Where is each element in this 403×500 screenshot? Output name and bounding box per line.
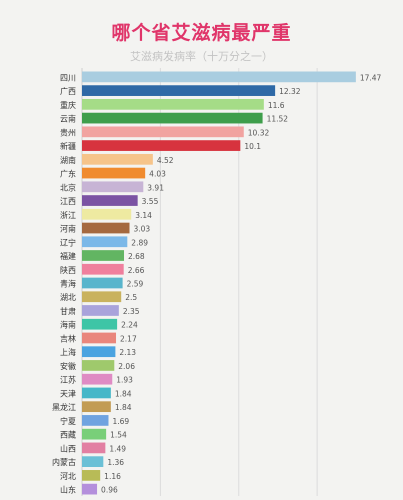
category-label: 山东 <box>60 485 76 495</box>
bar <box>82 222 130 234</box>
category-label: 上海 <box>60 347 76 357</box>
data-label: 1.69 <box>112 417 129 426</box>
category-label: 天津 <box>60 388 76 398</box>
data-label: 11.52 <box>267 115 289 124</box>
category-label: 内蒙古 <box>52 457 76 467</box>
bar <box>82 140 241 151</box>
category-label: 江苏 <box>60 375 76 385</box>
category-label: 江西 <box>60 197 76 206</box>
bar <box>82 428 107 440</box>
data-label: 1.93 <box>116 376 133 385</box>
data-label: 1.84 <box>115 389 132 398</box>
bar <box>82 126 244 138</box>
data-label: 2.5 <box>125 293 137 302</box>
data-label: 1.49 <box>109 444 126 453</box>
bar <box>82 71 356 83</box>
category-label: 新疆 <box>60 141 76 151</box>
data-label: 11.6 <box>268 101 285 110</box>
category-label: 陕西 <box>60 265 76 275</box>
bar <box>82 401 111 413</box>
category-label: 河北 <box>60 471 76 481</box>
bar <box>82 470 101 481</box>
data-label: 10.32 <box>248 128 270 137</box>
data-label: 2.24 <box>121 321 138 330</box>
bar <box>82 332 117 344</box>
bar <box>82 112 263 124</box>
bar <box>82 360 115 371</box>
category-label: 青海 <box>60 279 76 289</box>
category-label: 北京 <box>60 182 76 192</box>
chart-header: 哪个省艾滋病最严重 艾滋病发病率（十万分之一） <box>0 8 403 68</box>
data-label: 1.16 <box>104 472 121 481</box>
category-label: 广东 <box>60 169 76 179</box>
data-label: 17.47 <box>360 73 382 82</box>
category-label: 安徽 <box>60 361 76 371</box>
data-label: 1.36 <box>107 458 124 467</box>
data-label: 4.03 <box>149 170 166 179</box>
bar <box>82 263 124 275</box>
bar <box>82 167 146 179</box>
bar <box>82 195 138 206</box>
bar <box>82 346 116 358</box>
data-label: 2.89 <box>131 238 148 247</box>
bar <box>82 85 276 96</box>
category-label: 重庆 <box>60 100 76 110</box>
category-label: 辽宁 <box>60 237 76 247</box>
data-label: 2.17 <box>120 334 137 343</box>
data-label: 3.03 <box>133 225 150 234</box>
data-label: 3.14 <box>135 211 152 220</box>
category-label: 山西 <box>60 443 76 453</box>
category-label: 贵州 <box>60 127 76 137</box>
category-label: 四川 <box>60 73 76 82</box>
category-label: 云南 <box>60 114 76 124</box>
bar <box>82 291 122 303</box>
data-label: 2.66 <box>128 266 145 275</box>
data-label: 3.55 <box>142 197 159 206</box>
data-label: 3.91 <box>147 183 164 192</box>
bar <box>82 250 125 261</box>
bar <box>82 181 144 193</box>
category-label: 河南 <box>60 224 76 234</box>
bar <box>82 153 153 165</box>
category-label: 甘肃 <box>60 306 76 316</box>
category-label: 宁夏 <box>60 416 76 426</box>
bar <box>82 415 109 426</box>
bar <box>82 318 118 330</box>
category-label: 海南 <box>60 320 76 330</box>
category-label: 湖北 <box>60 293 76 302</box>
bar <box>82 277 123 289</box>
bar <box>82 208 132 220</box>
data-label: 1.84 <box>115 403 132 412</box>
data-label: 2.59 <box>127 280 144 289</box>
data-label: 2.35 <box>123 307 140 316</box>
bar <box>82 305 119 316</box>
data-label: 0.96 <box>101 486 118 495</box>
bar <box>82 483 98 495</box>
chart-subtitle: 艾滋病发病率（十万分之一） <box>130 50 273 63</box>
category-label: 浙江 <box>60 210 76 220</box>
data-label: 2.06 <box>118 362 135 371</box>
data-label: 2.68 <box>128 252 145 261</box>
bar <box>82 387 111 399</box>
bar <box>82 373 113 385</box>
bar <box>82 236 128 248</box>
data-label: 2.13 <box>119 348 136 357</box>
bar <box>82 442 106 454</box>
category-label: 福建 <box>60 251 76 261</box>
category-label: 黑龙江 <box>52 402 76 412</box>
data-label: 4.52 <box>157 156 174 165</box>
chart-title: 哪个省艾滋病最严重 <box>111 22 292 44</box>
data-label: 1.54 <box>110 431 127 440</box>
category-label: 西藏 <box>60 430 76 440</box>
category-label: 湖南 <box>60 155 76 165</box>
bar <box>82 98 264 110</box>
data-label: 12.32 <box>279 87 301 96</box>
data-label: 10.1 <box>244 142 261 151</box>
category-label: 吉林 <box>60 333 76 343</box>
category-label: 广西 <box>60 86 76 96</box>
bar <box>82 456 104 468</box>
